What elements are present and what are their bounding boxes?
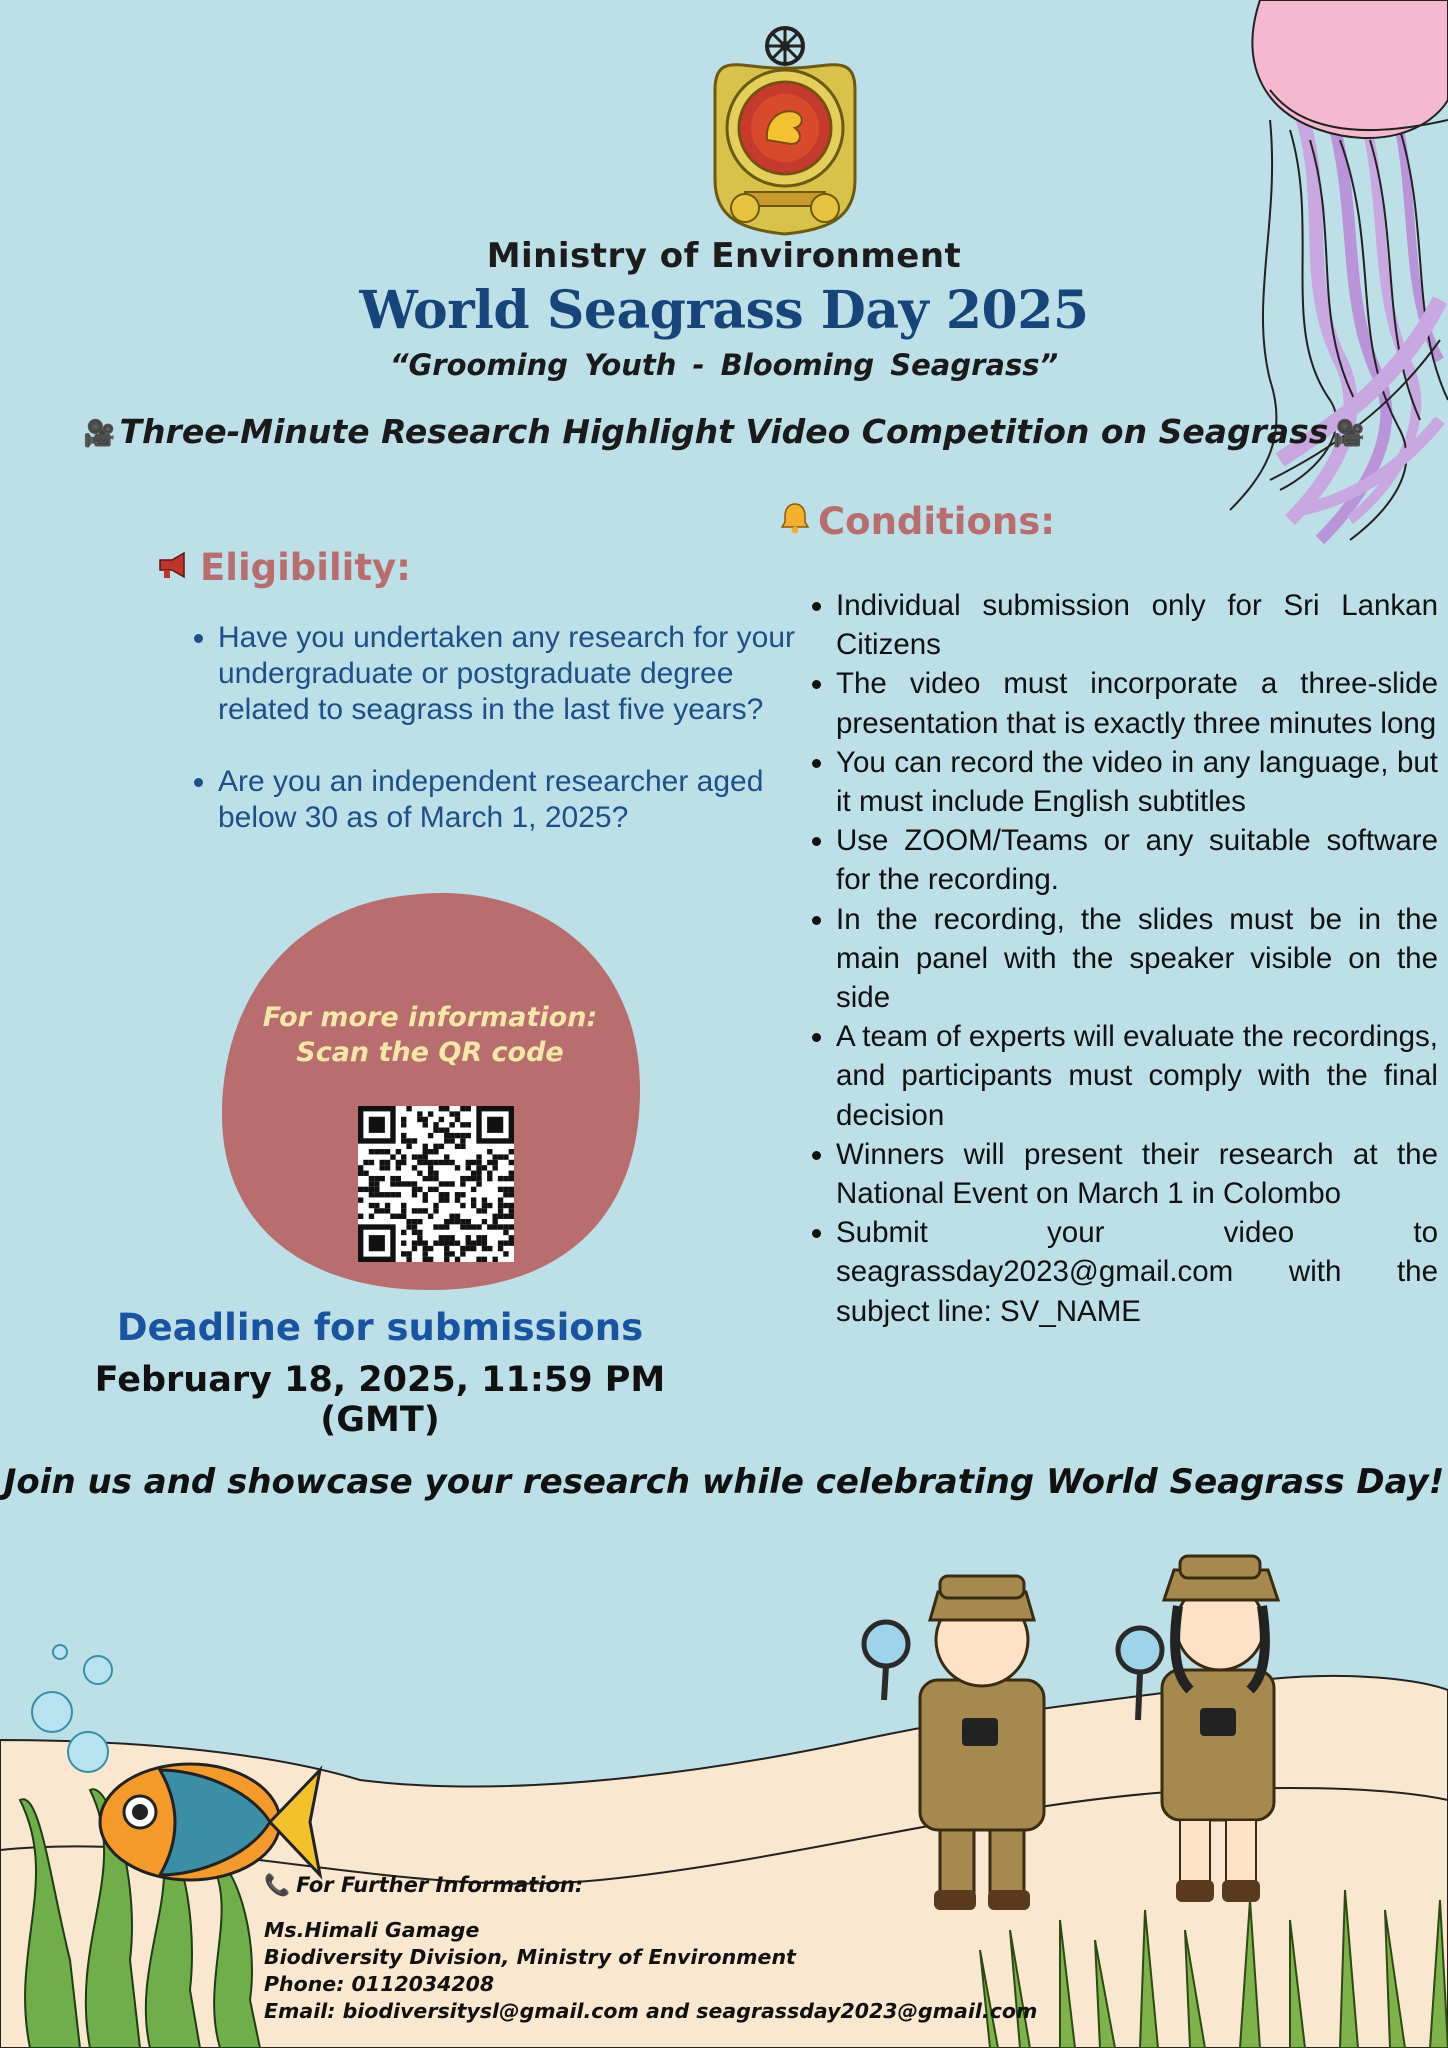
contact-info: 📞 For Further Information: Ms.Himali Gama… <box>264 1872 1037 2025</box>
eligibility-list: Have you undertaken any research for you… <box>170 620 808 872</box>
eligibility-item: Are you an independent researcher aged b… <box>218 764 808 836</box>
movie-camera-icon: 🎥 <box>1332 418 1365 449</box>
join-message: Join us and showcase your research while… <box>3 1462 1445 1502</box>
contact-division: Biodiversity Division, Ministry of Envir… <box>264 1945 796 1969</box>
condition-item: A team of experts will evaluate the reco… <box>836 1017 1438 1135</box>
eligibility-heading-text: Eligibility: <box>200 546 411 589</box>
conditions-heading-text: Conditions: <box>818 500 1056 543</box>
bubbles <box>31 1644 113 1773</box>
deadline-date: February 18, 2025, 11:59 PM (GMT) <box>94 1360 666 1440</box>
condition-item: You can record the video in any language… <box>836 743 1438 821</box>
fish-illustration <box>98 1762 323 1882</box>
event-theme: “Grooming Youth - Blooming Seagrass” <box>389 348 1059 382</box>
seaweed-right <box>979 1889 1448 2048</box>
contact-email: Email: biodiversitysl@gmail.com and seag… <box>264 1999 1038 2023</box>
condition-item: The video must incorporate a three-slide… <box>836 664 1438 742</box>
contact-heading-text: For Further Information: <box>296 1873 584 1897</box>
qr-prompt-line1: For more information: <box>262 1002 598 1033</box>
qr-code[interactable] <box>358 1106 514 1262</box>
eligibility-item: Have you undertaken any research for you… <box>218 620 808 728</box>
qr-blob <box>221 893 640 1290</box>
conditions-heading: Conditions: <box>780 500 1055 543</box>
jellyfish-illustration <box>1229 0 1448 545</box>
competition-title-text: Three-Minute Research Highlight Video Co… <box>119 412 1329 451</box>
seaweed-left <box>18 1788 262 2048</box>
qr-prompt-line2: Scan the QR code <box>296 1037 564 1068</box>
phone-icon: 📞 <box>264 1873 291 1897</box>
qr-code-pattern <box>358 1106 514 1262</box>
event-title: World Seagrass Day 2025 <box>359 280 1089 341</box>
eligibility-heading: Eligibility: <box>158 546 411 589</box>
contact-heading: 📞 For Further Information: <box>264 1872 1037 1899</box>
condition-item: In the recording, the slides must be in … <box>836 900 1438 1018</box>
condition-item: Individual submission only for Sri Lanka… <box>836 586 1438 664</box>
movie-camera-icon: 🎥 <box>83 418 116 449</box>
contact-name: Ms.Himali Gamage <box>264 1918 480 1942</box>
conditions-list: Individual submission only for Sri Lanka… <box>790 586 1438 1331</box>
deadline-label: Deadline for submissions <box>116 1306 644 1349</box>
bell-icon <box>780 500 810 543</box>
sand-dunes <box>0 1674 1448 2048</box>
sri-lanka-emblem <box>713 26 857 236</box>
explorer-girl-illustration <box>1115 1554 1281 1902</box>
competition-title: 🎥 Three-Minute Research Highlight Video C… <box>0 412 1448 451</box>
ministry-name: Ministry of Environment <box>486 236 962 276</box>
qr-prompt: For more information: Scan the QR code <box>240 1000 620 1070</box>
condition-item: Winners will present their research at t… <box>836 1135 1438 1213</box>
condition-item: Submit your video to seagrassday2023@gma… <box>836 1213 1438 1331</box>
megaphone-icon <box>158 546 192 589</box>
explorer-boy-illustration <box>861 1574 1046 1910</box>
condition-item: Use ZOOM/Teams or any suitable software … <box>836 821 1438 899</box>
contact-phone: Phone: 0112034208 <box>264 1972 495 1996</box>
